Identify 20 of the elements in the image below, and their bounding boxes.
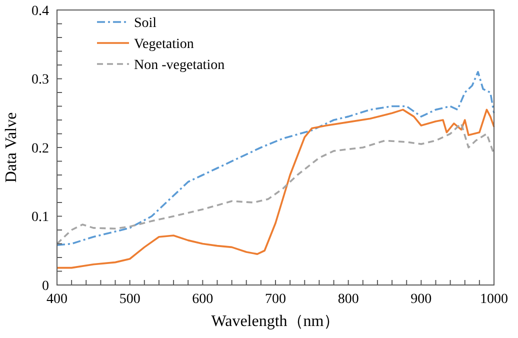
x-tick-label: 400 (46, 292, 68, 307)
y-tick-label: 0.1 (32, 210, 49, 226)
line-series (56, 108, 495, 269)
x-axis-title: Wavelength（nm） (211, 313, 340, 330)
legend-label: Non -vegetation (134, 58, 225, 73)
x-tick-label: 900 (410, 292, 432, 307)
x-tick-label: 500 (119, 292, 140, 307)
legend-label: Soil (134, 16, 157, 31)
y-tick-label: 0.4 (32, 4, 49, 19)
x-tick-label: 800 (338, 292, 359, 307)
y-axis-title: Data Valve (3, 112, 20, 183)
y-tick-label: 0.2 (32, 141, 49, 156)
y-tick-label: 0 (42, 278, 49, 294)
y-tick-label: 0.3 (32, 72, 49, 88)
x-tick-label: 1000 (480, 292, 508, 307)
x-tick-label: 700 (265, 292, 286, 307)
x-tick-label: 600 (192, 292, 214, 307)
line-series (56, 122, 495, 245)
legend-label: Vegetation (134, 36, 194, 52)
line-series (56, 70, 495, 246)
